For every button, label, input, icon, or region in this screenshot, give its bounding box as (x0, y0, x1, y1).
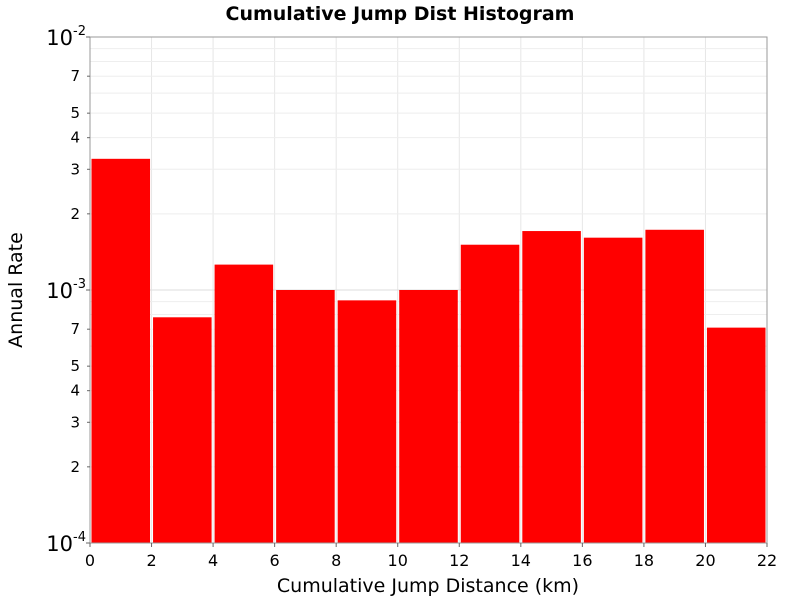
y-decade-base: 10 (46, 279, 73, 303)
histogram-bar (460, 244, 520, 544)
x-tick-label: 12 (449, 551, 469, 570)
x-tick-label: 16 (572, 551, 592, 570)
y-minor-tick-label: 2 (70, 458, 80, 476)
histogram-bar (399, 290, 458, 543)
y-minor-tick-label: 7 (70, 67, 80, 85)
y-minor-tick-label: 5 (70, 104, 80, 122)
y-minor-tick-label: 2 (70, 205, 80, 223)
y-minor-tick-label: 3 (70, 160, 80, 178)
y-minor-tick-label: 4 (70, 129, 80, 147)
y-decade-exponent: -3 (73, 277, 86, 292)
histogram-bar (214, 264, 274, 543)
y-minor-tick-label: 4 (70, 382, 80, 400)
y-decade-exponent: -2 (73, 24, 86, 39)
y-axis-label: Annual Rate (5, 232, 27, 348)
x-tick-label: 22 (757, 551, 777, 570)
y-minor-tick-label: 5 (70, 357, 80, 375)
x-tick-label: 6 (270, 551, 280, 570)
bars (91, 158, 766, 544)
x-tick-label: 0 (85, 551, 95, 570)
histogram-bar (645, 229, 704, 543)
y-decade-base: 10 (46, 26, 73, 50)
x-axis-label: Cumulative Jump Distance (km) (277, 575, 579, 597)
y-minor-tick-label: 7 (70, 320, 80, 338)
histogram-bar (91, 158, 151, 543)
histogram-bar (583, 237, 643, 544)
x-tick-label: 4 (208, 551, 218, 570)
histogram-bar (337, 300, 397, 543)
x-tick-label: 10 (388, 551, 408, 570)
y-minor-tick-label: 3 (70, 413, 80, 431)
chart-title: Cumulative Jump Dist Histogram (226, 3, 575, 25)
y-decade-base: 10 (46, 532, 73, 556)
histogram-bar (706, 327, 766, 543)
x-tick-label: 8 (331, 551, 341, 570)
x-axis-ticks: 0 2 4 6 8 10 12 14 16 18 20 22 (85, 543, 777, 570)
histogram-bar (522, 231, 581, 543)
histogram-bar (153, 317, 212, 543)
y-decade-exponent: -4 (73, 530, 86, 545)
x-tick-label: 2 (146, 551, 156, 570)
x-tick-label: 14 (511, 551, 531, 570)
x-tick-label: 20 (695, 551, 715, 570)
x-tick-label: 18 (634, 551, 654, 570)
histogram-bar (276, 290, 335, 543)
